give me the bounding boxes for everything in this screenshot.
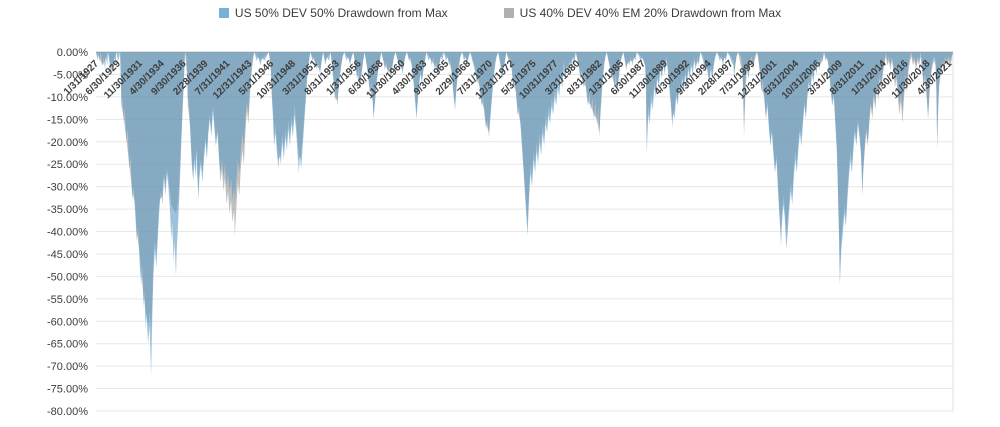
y-tick-label: -10.00% <box>47 92 88 104</box>
series-area-0 <box>96 52 953 376</box>
legend-item-us40-dev40-em20: US 40% DEV 40% EM 20% Drawdown from Max <box>503 6 782 20</box>
legend-item-us50-dev50: US 50% DEV 50% Drawdown from Max <box>218 6 448 20</box>
series-gray-swatch-icon <box>503 8 514 18</box>
y-tick-label: -50.00% <box>47 271 88 283</box>
y-tick-label: -35.00% <box>47 204 88 216</box>
y-tick-label: -40.00% <box>47 227 88 239</box>
y-tick-label: 0.00% <box>57 47 88 59</box>
y-tick-label: -15.00% <box>47 114 88 126</box>
y-tick-label: -70.00% <box>47 361 88 373</box>
y-tick-label: -5.00% <box>53 69 88 81</box>
series-blue-swatch-icon <box>218 8 229 18</box>
y-tick-label: -60.00% <box>47 316 88 328</box>
y-tick-label: -55.00% <box>47 294 88 306</box>
y-tick-label: -20.00% <box>47 137 88 149</box>
y-tick-label: -75.00% <box>47 384 88 396</box>
y-axis-tick-labels: 0.00% -5.00% -10.00% -15.00% -20.00% -25.00% -… <box>47 47 88 418</box>
y-tick-label: -80.00% <box>47 406 88 418</box>
y-tick-label: -45.00% <box>47 249 88 261</box>
y-tick-label: -30.00% <box>47 182 88 194</box>
y-tick-label: -65.00% <box>47 339 88 351</box>
series-areas <box>96 52 953 376</box>
y-tick-label: -25.00% <box>47 159 88 171</box>
legend-label-us50-dev50: US 50% DEV 50% Drawdown from Max <box>234 6 448 20</box>
chart-legend: US 50% DEV 50% Drawdown from Max US 40% … <box>0 6 1000 20</box>
legend-label-us40-dev40-em20: US 40% DEV 40% EM 20% Drawdown from Max <box>519 6 782 20</box>
